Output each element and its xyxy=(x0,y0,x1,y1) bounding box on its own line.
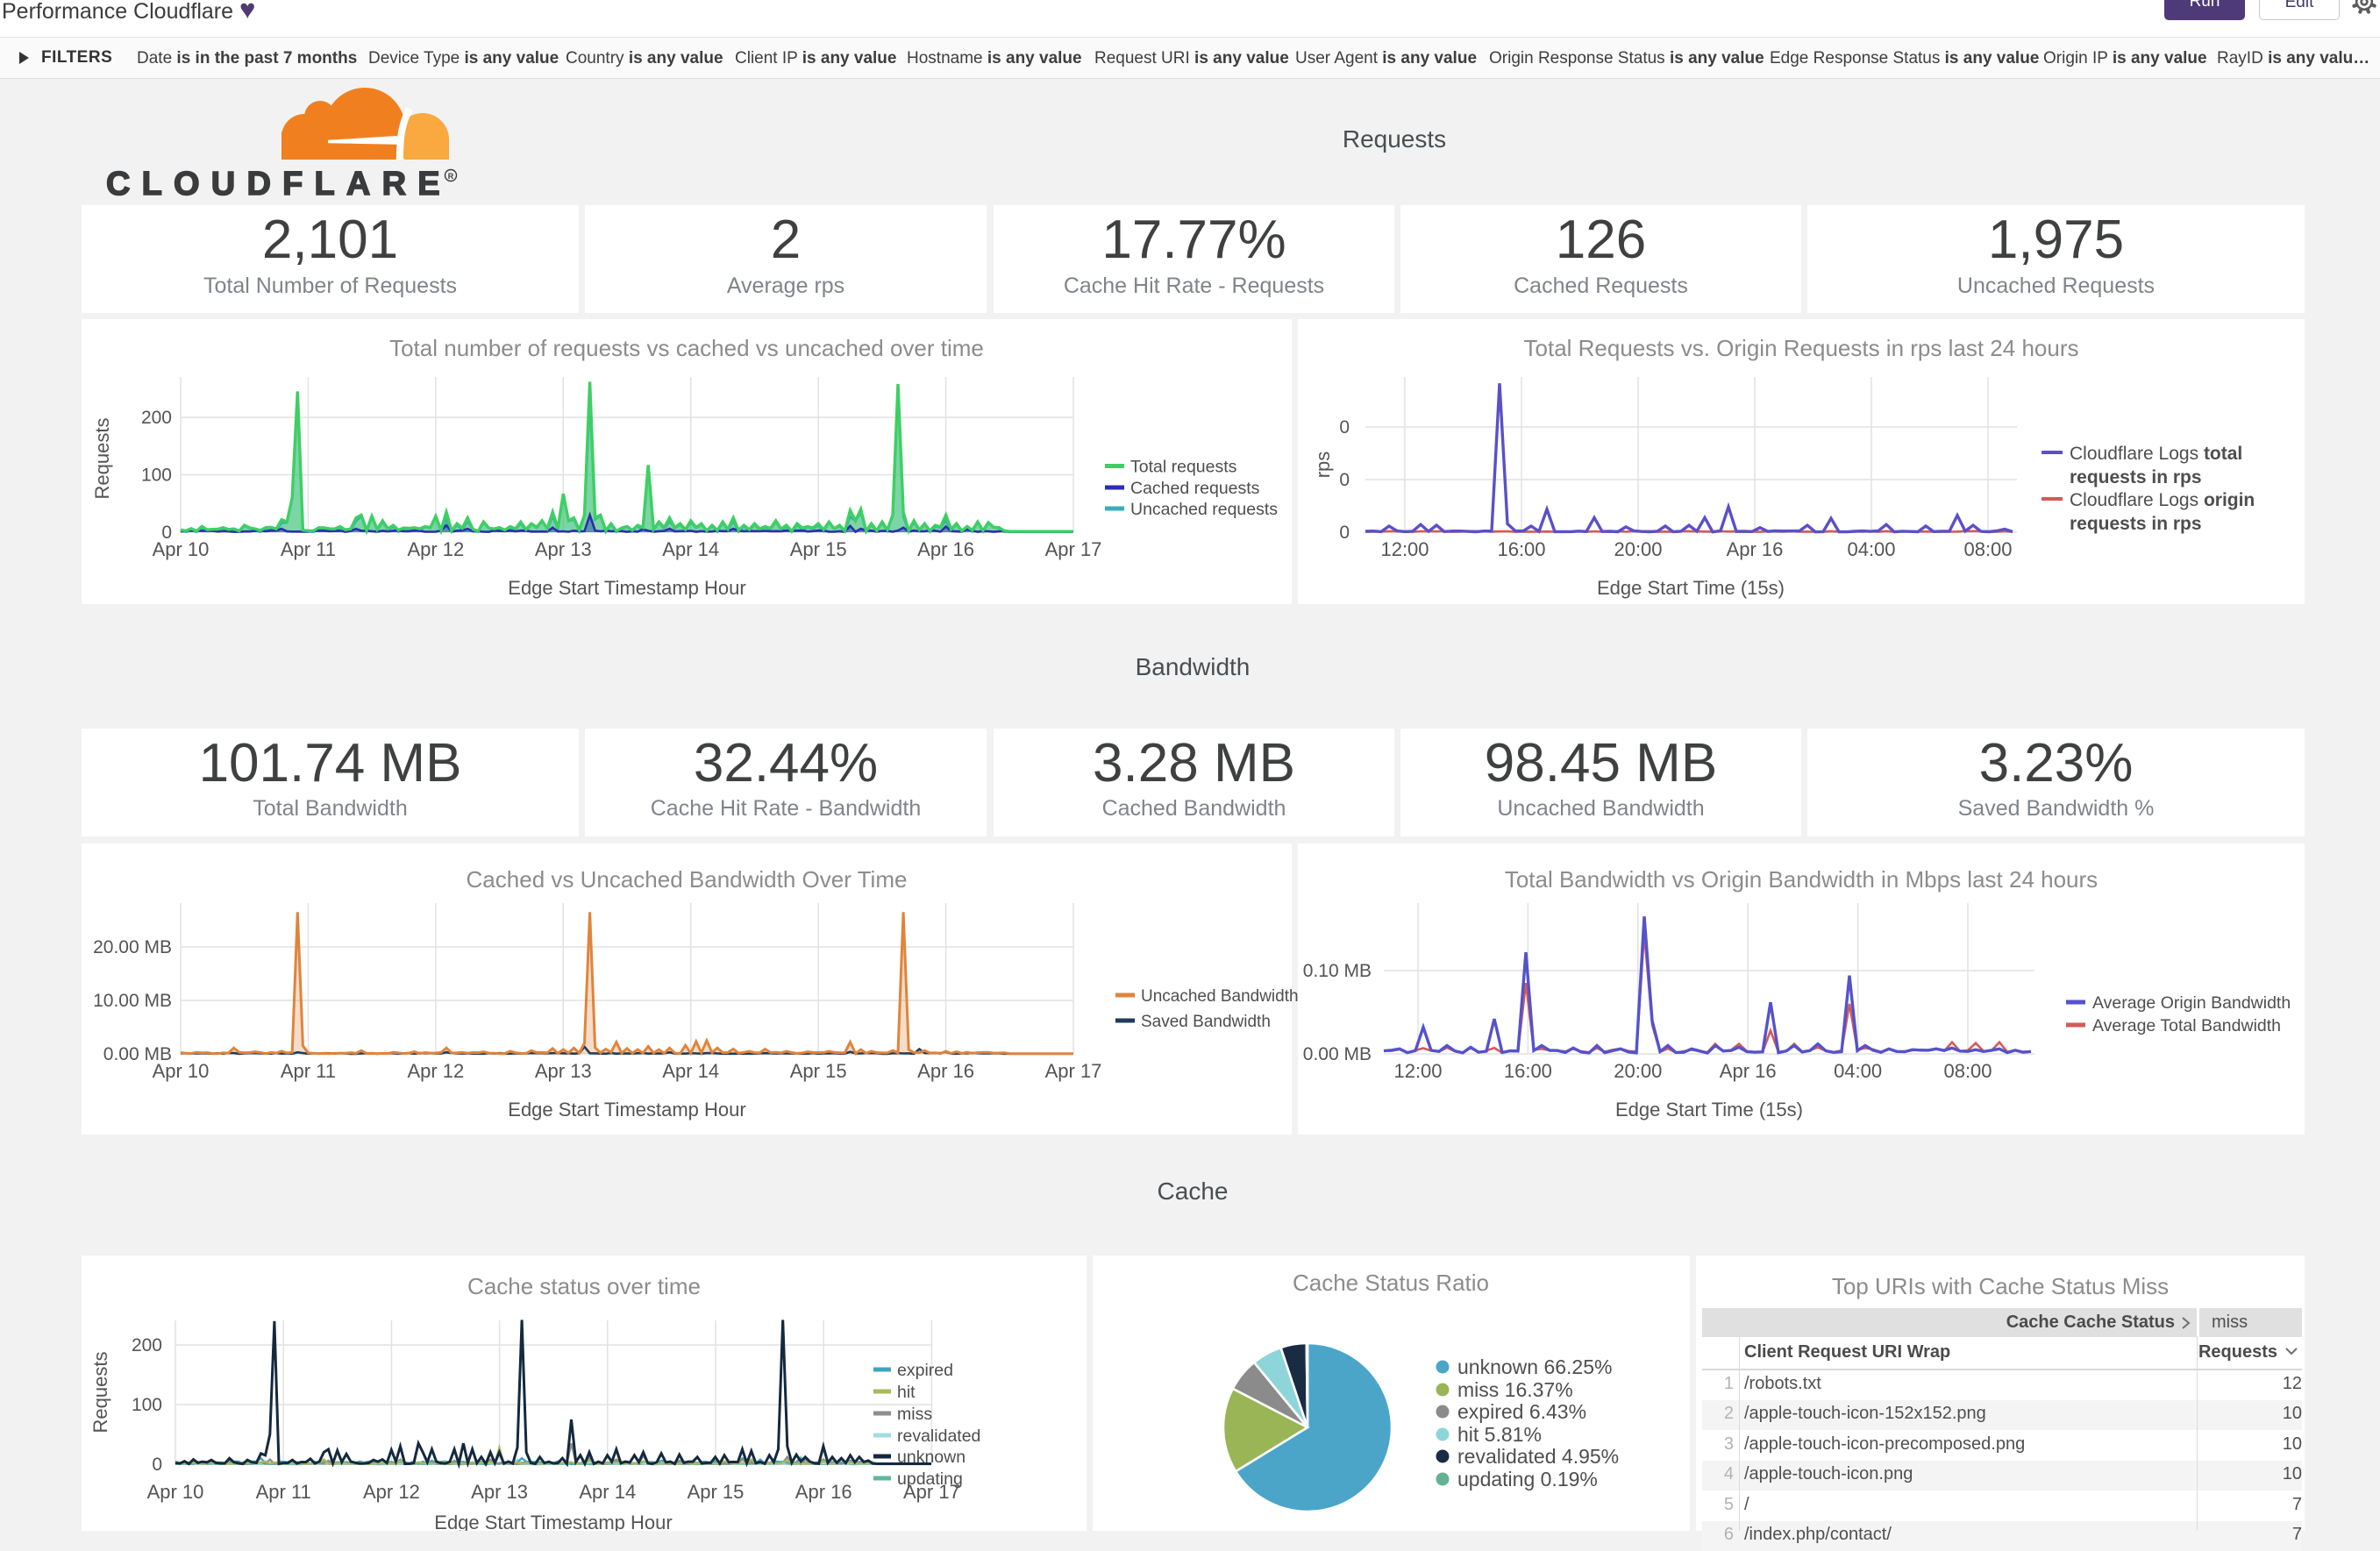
svg-text:CLOUDFLARE: CLOUDFLARE xyxy=(106,166,452,203)
svg-text:R: R xyxy=(448,172,454,181)
